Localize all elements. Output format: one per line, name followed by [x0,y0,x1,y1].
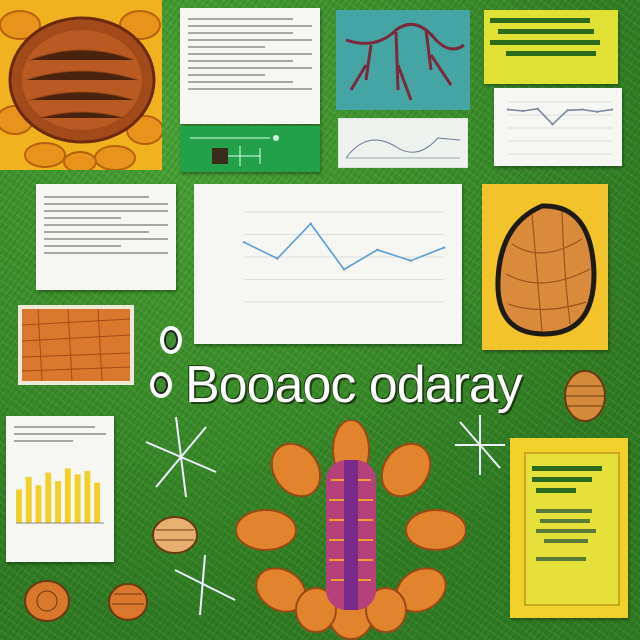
leaf-illustration [336,10,470,110]
seed-illustration [108,583,148,621]
flower-illustration [236,420,466,640]
data-point [581,108,584,111]
data-point [536,107,539,110]
bar [94,482,101,523]
bar [84,470,91,523]
sparkle-icon [145,416,217,498]
series-line [507,107,613,126]
sparkle-icon [174,554,236,616]
yellow-notes-card [510,438,628,618]
bar [64,468,71,523]
circle-marker [160,326,182,354]
data-point [242,241,246,244]
main-line-chart [194,184,462,344]
chart-plot-1 [242,211,446,303]
seed-card [482,184,608,350]
sketch-card [338,118,468,168]
data-point [521,109,525,113]
data-point [276,257,279,260]
bar-chart-document [6,416,114,562]
seed-illustration [564,370,606,422]
diagram-card [180,126,320,172]
series-line [243,222,445,271]
bar [45,472,52,523]
seed-illustration [152,516,198,554]
data-point [506,108,510,111]
data-point [595,110,599,113]
data-point [610,108,614,111]
data-point [442,246,446,249]
data-point [551,123,554,126]
seed-illustration [24,580,70,622]
sunflower-illustration [0,0,162,170]
text-document [180,8,320,124]
leaf-texture-card [18,305,134,385]
circle-marker [150,372,172,398]
bar [74,474,81,523]
data-point [376,248,379,252]
seed-illustration [495,203,597,337]
bar [35,485,42,523]
bar [55,481,61,523]
bar [16,489,22,523]
sparkle-icon [455,415,505,475]
data-point [409,259,412,262]
yellow-note [484,10,618,84]
text-document-2 [36,184,176,290]
chart-plot-3 [16,468,104,524]
data-point [566,109,569,112]
line-chart-small [494,88,622,166]
poster-title: Booaoc odaray [185,356,523,414]
chart-plot-2 [506,101,614,155]
bar [25,476,32,523]
data-point [309,222,312,225]
data-point [342,268,346,271]
